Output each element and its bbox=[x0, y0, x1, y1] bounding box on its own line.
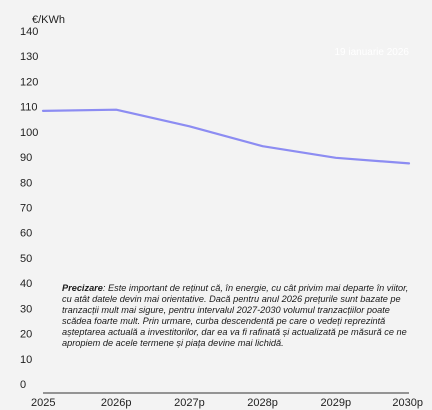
y-tick-label: 60 bbox=[20, 228, 32, 240]
note-text: : Este important de reținut că, în energ… bbox=[62, 283, 409, 349]
y-tick-label: 10 bbox=[20, 354, 32, 366]
x-tick-label: 2025 bbox=[31, 397, 55, 409]
x-tick-label: 2027p bbox=[174, 397, 205, 409]
y-tick-label: 140 bbox=[20, 26, 38, 38]
y-tick-label: 40 bbox=[20, 278, 32, 290]
series-line bbox=[41, 108, 411, 165]
y-tick-label: 0 bbox=[20, 379, 26, 391]
y-tick-label: 130 bbox=[20, 51, 38, 63]
series-lines bbox=[41, 108, 411, 165]
y-tick-label: 50 bbox=[20, 253, 32, 265]
y-tick-label: 120 bbox=[20, 76, 38, 88]
x-tick-label: 2026p bbox=[101, 397, 132, 409]
x-tick-label: 2029p bbox=[321, 397, 352, 409]
y-tick-label: 90 bbox=[20, 152, 32, 164]
y-tick-label: 80 bbox=[20, 177, 32, 189]
y-tick-label: 30 bbox=[20, 303, 32, 315]
x-tick-label: 2028p bbox=[247, 397, 278, 409]
x-tick-labels: 2025 2026p 2027p 2028p 2029p 2030p bbox=[31, 397, 423, 409]
date-stamp: 19 ianuarie 2026 bbox=[334, 47, 409, 58]
y-tick-label: 110 bbox=[20, 102, 38, 114]
y-tick-labels: 0 10 20 30 40 50 60 70 80 90 100 110 120 130 140 bbox=[20, 26, 38, 391]
y-tick-label: 20 bbox=[20, 329, 32, 341]
y-tick-label: 100 bbox=[20, 127, 38, 139]
y-tick-label: 70 bbox=[20, 203, 32, 215]
disclaimer-note: Precizare: Este important de reținut că,… bbox=[62, 283, 414, 350]
x-tick-label: 2030p bbox=[392, 397, 423, 409]
unit-label: €/KWh bbox=[32, 14, 65, 26]
note-label: Precizare bbox=[62, 283, 103, 293]
